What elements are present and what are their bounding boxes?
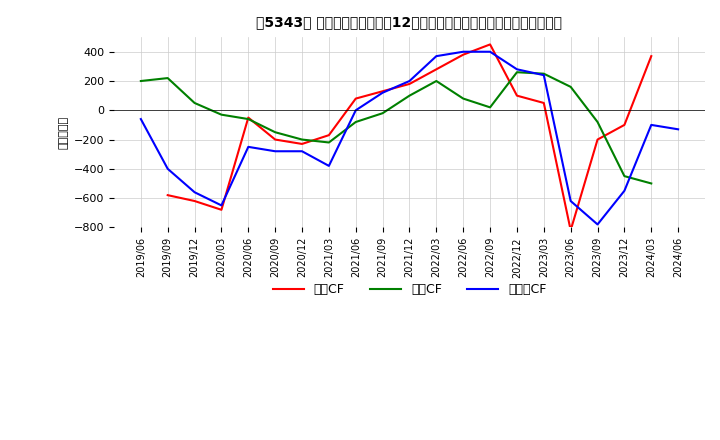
投資CF — [486, 105, 495, 110]
投資CF — [647, 181, 656, 186]
フリーCF — [567, 198, 575, 204]
投資CF — [271, 130, 279, 135]
営業CF — [486, 42, 495, 47]
Y-axis label: （百万円）: （百万円） — [58, 116, 68, 149]
営業CF — [163, 193, 172, 198]
営業CF — [325, 132, 333, 138]
フリーCF — [432, 54, 441, 59]
営業CF — [297, 141, 306, 147]
フリーCF — [190, 190, 199, 195]
フリーCF — [325, 163, 333, 169]
フリーCF — [378, 90, 387, 95]
フリーCF — [405, 78, 414, 84]
フリーCF — [620, 188, 629, 194]
Line: フリーCF: フリーCF — [141, 52, 678, 224]
フリーCF — [244, 144, 253, 150]
投資CF — [593, 119, 602, 125]
営業CF — [217, 207, 226, 213]
フリーCF — [539, 73, 548, 78]
投資CF — [351, 119, 360, 125]
投資CF — [163, 75, 172, 81]
フリーCF — [271, 149, 279, 154]
フリーCF — [351, 108, 360, 113]
投資CF — [137, 78, 145, 84]
営業CF — [620, 122, 629, 128]
営業CF — [378, 88, 387, 94]
フリーCF — [513, 67, 521, 72]
フリーCF — [674, 127, 683, 132]
営業CF — [647, 54, 656, 59]
営業CF — [513, 93, 521, 98]
フリーCF — [486, 49, 495, 55]
投資CF — [378, 110, 387, 116]
投資CF — [459, 96, 467, 101]
営業CF — [271, 137, 279, 142]
営業CF — [539, 100, 548, 106]
投資CF — [217, 112, 226, 117]
営業CF — [405, 81, 414, 87]
フリーCF — [217, 203, 226, 208]
投資CF — [567, 84, 575, 89]
Title: 【5343】 キャッシュフローの12か月移動合計の対前年同期増減額の推移: 【5343】 キャッシュフローの12か月移動合計の対前年同期増減額の推移 — [256, 15, 562, 29]
フリーCF — [459, 49, 467, 55]
フリーCF — [297, 149, 306, 154]
投資CF — [297, 137, 306, 142]
投資CF — [325, 140, 333, 145]
営業CF — [190, 198, 199, 204]
営業CF — [567, 227, 575, 233]
投資CF — [190, 100, 199, 106]
投資CF — [620, 173, 629, 179]
営業CF — [593, 137, 602, 142]
Legend: 営業CF, 投資CF, フリーCF: 営業CF, 投資CF, フリーCF — [268, 278, 552, 301]
フリーCF — [163, 166, 172, 172]
投資CF — [513, 70, 521, 75]
投資CF — [539, 71, 548, 76]
フリーCF — [593, 222, 602, 227]
投資CF — [244, 117, 253, 122]
営業CF — [432, 67, 441, 72]
投資CF — [405, 93, 414, 98]
フリーCF — [137, 117, 145, 122]
営業CF — [351, 96, 360, 101]
投資CF — [432, 78, 441, 84]
フリーCF — [647, 122, 656, 128]
Line: 営業CF: 営業CF — [168, 44, 652, 230]
Line: 投資CF: 投資CF — [141, 72, 652, 183]
営業CF — [244, 115, 253, 120]
営業CF — [459, 52, 467, 57]
